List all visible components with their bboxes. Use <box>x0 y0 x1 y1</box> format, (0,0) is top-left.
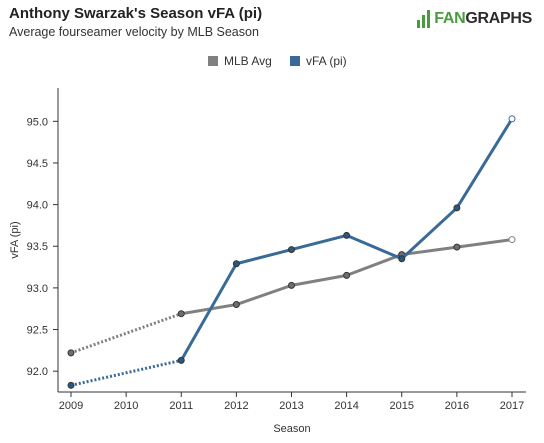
legend-swatch <box>208 56 218 66</box>
legend-label: MLB Avg <box>224 54 272 68</box>
series-line-segment <box>236 248 292 266</box>
y-tick-label: 92.0 <box>27 366 48 378</box>
series-line-segment <box>235 283 292 306</box>
y-tick-label: 93.0 <box>27 283 48 295</box>
series-line-segment <box>455 118 514 209</box>
chart-legend: MLB Avg vFA (pi) <box>208 54 347 68</box>
x-tick-label: 2015 <box>390 400 414 412</box>
data-point <box>288 246 295 254</box>
x-tick-label: 2013 <box>279 400 303 412</box>
y-tick-label: 92.5 <box>27 325 48 337</box>
data-point <box>177 356 185 364</box>
legend-label: vFA (pi) <box>306 54 347 68</box>
x-tick-label: 2016 <box>445 400 469 412</box>
bar-chart-icon <box>417 10 431 28</box>
data-point <box>232 260 240 268</box>
x-tick-label: 2009 <box>59 400 83 412</box>
series-line-segment <box>401 245 458 257</box>
data-point <box>67 381 75 389</box>
series-line-segment <box>70 312 182 355</box>
chart-axes: 92.0 92.5 93.0 93.5 94.0 94.5 95.0 2009 2010 2011… <box>9 88 526 435</box>
series-line-segment <box>346 234 403 261</box>
series-line-segment <box>179 262 238 362</box>
x-tick-label: 2014 <box>334 400 358 412</box>
data-point <box>508 236 516 244</box>
data-point <box>343 271 351 279</box>
series-line-segment <box>346 253 403 277</box>
y-axis-label: vFA (pi) <box>9 221 21 258</box>
x-tick-label: 2011 <box>169 400 193 412</box>
y-tick-label: 94.0 <box>27 200 48 212</box>
legend-swatch <box>290 56 300 66</box>
series-line-segment <box>291 233 347 252</box>
data-point <box>453 243 461 251</box>
data-point <box>177 310 185 318</box>
chart-series <box>67 115 516 389</box>
y-tick-label: 95.0 <box>27 116 48 128</box>
logo-text-graphs: GRAPHS <box>465 10 532 27</box>
chart-title: Anthony Swarzak's Season vFA (pi) <box>9 5 263 22</box>
data-point <box>67 349 75 357</box>
series-line-segment <box>400 206 458 260</box>
chart-subtitle: Average fourseamer velocity by MLB Seaso… <box>9 25 259 39</box>
fangraphs-logo[interactable]: FAN GRAPHS <box>417 8 532 30</box>
x-tick-label: 2010 <box>114 400 138 412</box>
x-tick-label: 2012 <box>224 400 248 412</box>
logo-text-fan: FAN <box>434 10 466 27</box>
data-point <box>453 204 461 212</box>
series-line-segment <box>456 238 513 249</box>
x-axis-label: Season <box>273 423 310 435</box>
series-line-segment <box>70 358 182 387</box>
data-point <box>343 231 351 239</box>
y-tick-label: 93.5 <box>27 241 48 253</box>
data-point <box>288 281 295 289</box>
y-tick-label: 94.5 <box>27 158 48 170</box>
x-tick-label: 2017 <box>500 400 524 412</box>
data-point <box>508 115 516 123</box>
data-point <box>398 255 406 263</box>
data-point <box>232 301 240 309</box>
series-line-segment <box>291 273 347 287</box>
